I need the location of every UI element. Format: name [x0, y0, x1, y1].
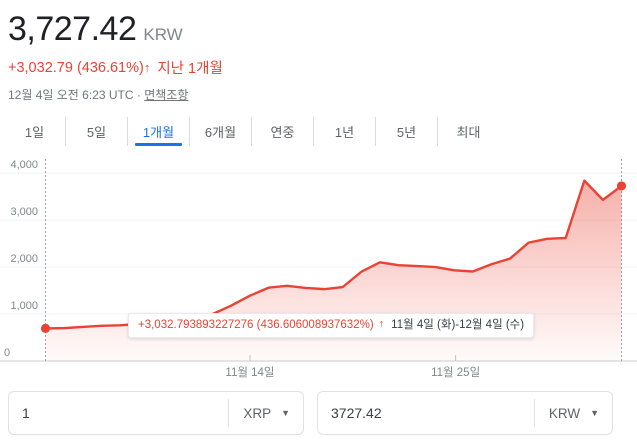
chevron-down-icon: ▼ — [590, 407, 599, 418]
range-tab-label: 5일 — [86, 125, 107, 140]
chart-x-tick-label: 11월 25일 — [431, 365, 480, 379]
chart-y-tick-label: 2,000 — [10, 253, 38, 265]
chart-x-tick-label: 11월 14일 — [225, 365, 274, 379]
price-value: 3,727.42 — [8, 10, 137, 48]
range-tab-max[interactable]: 최대 — [438, 117, 499, 146]
price-row: 3,727.42 KRW — [8, 12, 637, 46]
price-currency: KRW — [143, 25, 183, 44]
range-tab-label: 최대 — [456, 125, 481, 140]
range-tab-5y[interactable]: 5년 — [376, 117, 438, 146]
price-change-value: +3,032.79 (436.61%) — [8, 59, 144, 76]
timestamp-text: 12월 4일 오전 6:23 UTC · — [8, 88, 141, 102]
range-tab-1d[interactable]: 1일 — [4, 117, 66, 146]
quote-header: 3,727.42 KRW +3,032.79 (436.61%) ↑ 지난 1개… — [0, 0, 637, 103]
arrow-up-icon: ↑ — [143, 60, 151, 75]
converter-to-currency-select[interactable]: KRW ▼ — [535, 406, 612, 421]
chart-end-point-marker — [616, 181, 627, 191]
converter-from-field[interactable]: XRP ▼ — [8, 391, 304, 435]
chart-y-tick-label: 3,000 — [10, 206, 38, 218]
chart-tooltip: +3,032.793893227276 (436.606008937632%) … — [128, 313, 535, 339]
converter-to-field[interactable]: KRW ▼ — [317, 391, 613, 435]
timestamp-row: 12월 4일 오전 6:23 UTC · 면책조항 — [8, 86, 637, 103]
range-tab-6m[interactable]: 6개월 — [190, 117, 252, 146]
range-tab-5d[interactable]: 5일 — [66, 117, 128, 146]
converter-to-currency-label: KRW — [548, 405, 581, 421]
chart-y-tick-label: 0 — [4, 347, 10, 359]
range-tab-1m[interactable]: 1개월 — [128, 117, 190, 146]
chart-start-point-marker — [40, 323, 51, 333]
range-tab-1y[interactable]: 1년 — [314, 117, 376, 146]
converter-to-amount-input[interactable] — [318, 404, 534, 422]
tooltip-date-range: 11월 4일 (화)-12월 4일 (수) — [391, 319, 525, 331]
range-tab-label: 6개월 — [204, 125, 237, 140]
range-tab-label: 연중 — [270, 125, 295, 140]
chart-y-tick-label: 4,000 — [10, 159, 38, 171]
chart-svg: 0 1,000 2,000 3,000 4,000 11월 14일 11월 25일 — [0, 159, 637, 379]
converter-to-divider — [533, 399, 535, 427]
chevron-down-icon: ▼ — [281, 407, 290, 418]
arrow-up-icon: ↑ — [378, 318, 385, 331]
price-change-period: 지난 1개월 — [157, 61, 223, 77]
disclaimer-link[interactable]: 면책조항 — [144, 88, 189, 102]
price-change-row: +3,032.79 (436.61%) ↑ 지난 1개월 — [8, 57, 637, 78]
chart-y-axis-labels: 0 1,000 2,000 3,000 4,000 — [4, 159, 38, 359]
range-tab-label: 1일 — [24, 125, 45, 140]
converter-from-divider — [228, 399, 230, 427]
chart-x-axis-ticks — [249, 355, 457, 361]
currency-converter: XRP ▼ KRW ▼ — [8, 391, 613, 435]
converter-from-currency-select[interactable]: XRP ▼ — [229, 406, 303, 421]
chart-x-axis-labels: 11월 14일 11월 25일 — [225, 365, 480, 379]
range-tab-label: 1개월 — [142, 125, 175, 140]
converter-from-currency-label: XRP — [243, 405, 272, 421]
converter-from-amount-input[interactable] — [9, 404, 229, 422]
chart-y-tick-label: 1,000 — [10, 300, 38, 312]
range-tab-ytd[interactable]: 연중 — [252, 117, 314, 146]
tooltip-change-value: +3,032.793893227276 (436.606008937632%) — [138, 319, 374, 331]
range-tab-label: 1년 — [334, 125, 355, 140]
range-tabs: 1일 5일 1개월 6개월 연중 1년 5년 최대 — [0, 117, 637, 146]
price-chart[interactable]: 0 1,000 2,000 3,000 4,000 11월 14일 11월 25일 +3,… — [0, 151, 637, 383]
range-tab-label: 5년 — [396, 125, 417, 140]
